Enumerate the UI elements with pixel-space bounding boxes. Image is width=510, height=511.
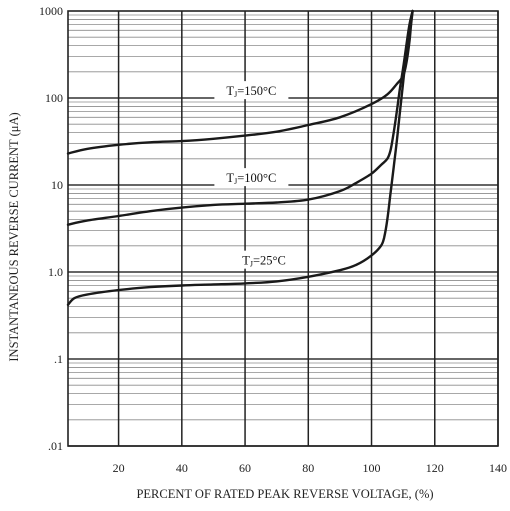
series-line-1 bbox=[66, 9, 414, 226]
x-tick-label: 20 bbox=[113, 461, 125, 475]
x-tick-label: 40 bbox=[176, 461, 188, 475]
series-label-bg bbox=[214, 168, 289, 187]
x-tick-labels: 20 40 60 80 100 120 140 bbox=[113, 461, 507, 475]
series-lines bbox=[66, 9, 414, 306]
series-label-bg bbox=[227, 250, 302, 269]
x-tick-label: 140 bbox=[489, 461, 507, 475]
y-tick-labels: 1000 100 10 1.0 .1 .01 bbox=[39, 4, 63, 453]
x-tick-label: 100 bbox=[363, 461, 381, 475]
y-tick-label: 1.0 bbox=[48, 265, 63, 279]
series-label-1: TJ=100°C bbox=[226, 171, 276, 186]
y-tick-label: 100 bbox=[45, 91, 63, 105]
plot-frame bbox=[67, 10, 499, 447]
y-tick-label: .01 bbox=[48, 439, 63, 453]
series-label-0: TJ=150°C bbox=[226, 84, 276, 99]
grid bbox=[68, 11, 499, 447]
x-axis-title: PERCENT OF RATED PEAK REVERSE VOLTAGE, (… bbox=[136, 487, 433, 501]
y-tick-label: 10 bbox=[51, 178, 63, 192]
x-tick-label: 80 bbox=[302, 461, 314, 475]
series-label-2: TJ=25°C bbox=[242, 254, 286, 269]
series-labels: TJ=150°C TJ=100°C TJ=25°C bbox=[214, 81, 302, 269]
series-line-0 bbox=[66, 9, 414, 155]
y-tick-label: .1 bbox=[54, 352, 63, 366]
series-label-bg bbox=[214, 81, 289, 100]
x-tick-label: 60 bbox=[239, 461, 251, 475]
y-tick-label: 1000 bbox=[39, 4, 63, 18]
series-line-2 bbox=[66, 9, 414, 306]
x-tick-label: 120 bbox=[426, 461, 444, 475]
y-axis-title: INSTANTANEOUS REVERSE CURRENT (μA) bbox=[7, 112, 21, 361]
